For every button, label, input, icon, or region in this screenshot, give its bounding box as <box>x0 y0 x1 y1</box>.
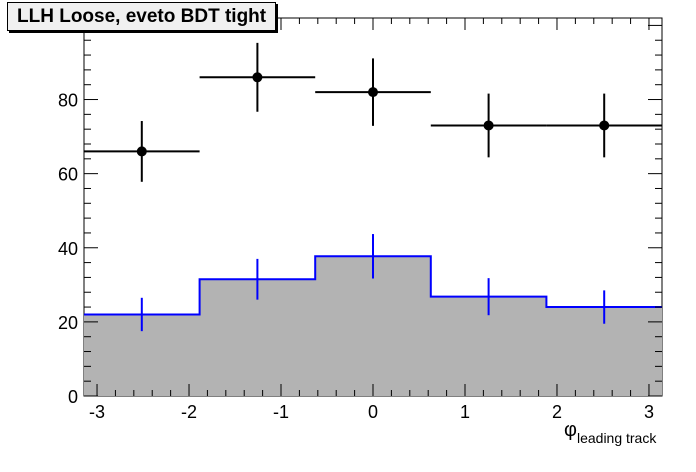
y-tick-label: 40 <box>58 239 78 259</box>
histogram-fill <box>84 256 662 396</box>
data-point <box>252 72 263 83</box>
x-tick-label: 1 <box>460 402 470 422</box>
y-tick-label: 80 <box>58 91 78 111</box>
x-tick-label: -1 <box>273 402 289 422</box>
data-point <box>483 120 494 131</box>
y-tick-label: 20 <box>58 313 78 333</box>
data-points-layer <box>84 42 662 182</box>
data-point <box>368 87 378 98</box>
x-tick-label: -3 <box>89 402 105 422</box>
x-tick-label: -2 <box>181 402 197 422</box>
x-tick-label: 3 <box>644 402 654 422</box>
x-tick-label: 2 <box>552 402 562 422</box>
x-axis-symbol: φ <box>564 419 577 441</box>
data-point <box>599 120 610 131</box>
y-tick-label: 60 <box>58 165 78 185</box>
x-axis-subscript: leading track <box>577 430 657 446</box>
y-tick-label: 0 <box>68 387 78 407</box>
chart-title: LLH Loose, eveto BDT tight <box>7 2 277 31</box>
histogram-layer <box>84 234 662 396</box>
data-point <box>136 146 147 157</box>
x-tick-label: 0 <box>368 402 378 422</box>
x-axis-title: φleading track <box>564 419 657 446</box>
